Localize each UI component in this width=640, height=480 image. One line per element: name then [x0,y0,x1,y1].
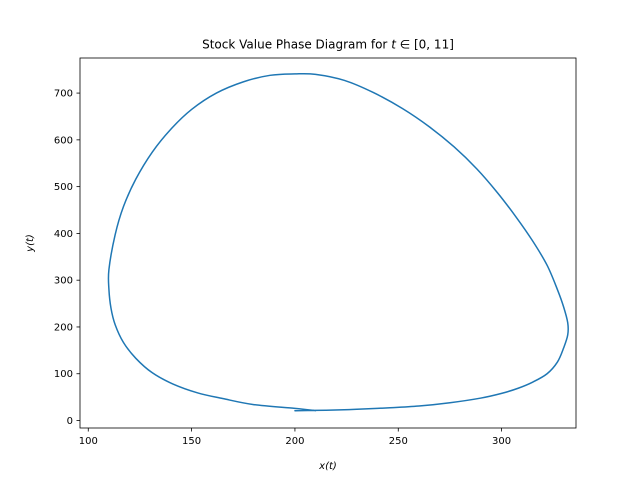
y-tick-label: 0 [67,416,73,427]
x-axis-ticks: 100 150 200 250 300 [79,428,511,447]
x-tick-label: 200 [285,436,304,447]
x-tick-label: 250 [389,436,408,447]
y-tick-label: 700 [54,89,73,100]
series-line [107,72,569,412]
plot-frame [79,57,577,429]
y-tick-label: 100 [54,369,73,380]
x-tick-label: 300 [492,436,511,447]
x-tick-label: 100 [79,436,98,447]
y-tick-label: 500 [54,182,73,193]
y-axis-ticks: 0 100 200 300 400 500 600 700 [54,89,80,427]
y-tick-label: 300 [54,276,73,287]
x-axis-label: x(t) [318,461,337,472]
y-tick-label: 200 [54,322,73,333]
y-axis-label: y(t) [25,234,36,253]
chart-title: Stock Value Phase Diagram for t ∈ [0, 11… [202,38,454,52]
x-tick-label: 150 [182,436,201,447]
y-tick-label: 600 [54,135,73,146]
y-tick-label: 400 [54,229,73,240]
